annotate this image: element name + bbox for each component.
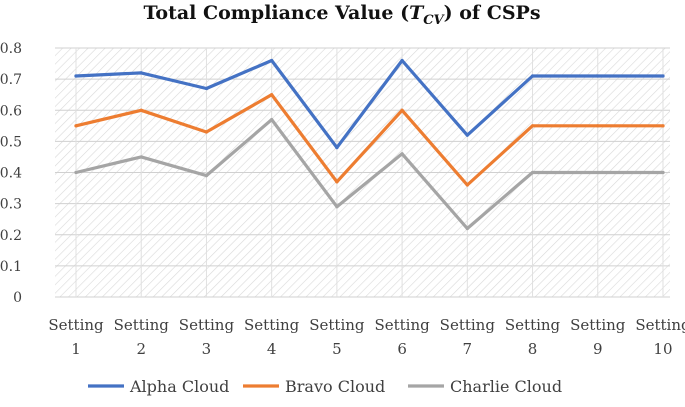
- x-tick-label: Setting 3: [179, 316, 235, 358]
- legend-label-alpha-cloud: Alpha Cloud: [129, 377, 229, 396]
- data-point: [530, 124, 535, 128]
- y-axis: 0 0.1 0.2 0.3 0.4 0.5 0.6 0.7 0.8: [0, 41, 22, 306]
- x-tick-label: Setting 9: [570, 316, 626, 358]
- data-point: [596, 124, 600, 128]
- x-tick-label: Setting 6: [374, 316, 430, 358]
- data-point: [270, 93, 274, 97]
- data-point: [465, 183, 469, 187]
- data-point: [139, 155, 143, 159]
- data-point: [335, 205, 339, 209]
- y-tick-label: 0.6: [0, 103, 22, 119]
- y-tick-label: 0: [13, 290, 22, 306]
- y-tick-label: 0.1: [0, 259, 22, 275]
- x-tick-label: Setting 2: [114, 316, 170, 358]
- data-point: [204, 86, 209, 91]
- legend-label-bravo-cloud: Bravo Cloud: [285, 377, 385, 396]
- series-lines: [74, 58, 665, 231]
- data-point: [661, 74, 665, 78]
- series-line-charlie-cloud: [74, 117, 665, 231]
- data-point: [661, 170, 665, 175]
- series-line-alpha-cloud: [74, 58, 665, 150]
- data-point: [596, 74, 600, 78]
- series-line-bravo-cloud: [74, 93, 665, 187]
- y-tick-label: 0.3: [0, 197, 22, 213]
- data-point: [661, 124, 665, 128]
- data-point: [335, 180, 339, 184]
- data-point: [270, 117, 274, 122]
- x-tick-label: Setting 5: [309, 316, 365, 358]
- y-tick-label: 0.7: [0, 72, 22, 88]
- data-point: [204, 174, 209, 178]
- data-point: [400, 58, 404, 63]
- data-point: [530, 74, 535, 78]
- data-point: [465, 226, 469, 231]
- legend: Alpha Cloud Bravo Cloud Charlie Cloud: [88, 377, 562, 396]
- x-tick-label: Setting 8: [505, 316, 561, 358]
- data-point: [74, 170, 78, 175]
- y-tick-label: 0.8: [0, 41, 22, 57]
- data-point: [400, 152, 404, 156]
- data-point: [400, 108, 404, 112]
- x-tick-label: Setting 4: [244, 316, 300, 358]
- data-point: [270, 58, 274, 63]
- data-point: [596, 170, 600, 175]
- data-point: [530, 170, 535, 175]
- y-tick-label: 0.2: [0, 228, 22, 244]
- legend-label-charlie-cloud: Charlie Cloud: [450, 377, 562, 396]
- data-point: [204, 130, 209, 134]
- x-tick-label: Setting10: [635, 316, 685, 358]
- chart-title: Total Compliance Value (TCV) of CSPs: [143, 2, 540, 28]
- data-point: [74, 124, 78, 128]
- data-point: [139, 71, 143, 75]
- x-tick-label: Setting 7: [440, 316, 496, 358]
- y-tick-label: 0.4: [0, 166, 22, 182]
- data-point: [139, 108, 143, 112]
- data-point: [335, 146, 339, 150]
- y-tick-label: 0.5: [0, 134, 22, 150]
- x-tick-label: Setting 1: [48, 316, 104, 358]
- data-point: [465, 133, 469, 137]
- data-point: [74, 74, 78, 78]
